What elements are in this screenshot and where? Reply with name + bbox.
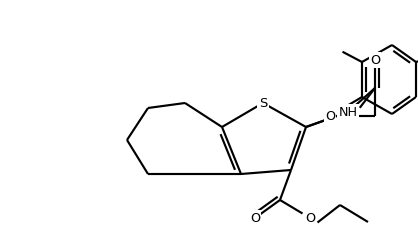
- Text: O: O: [325, 109, 335, 123]
- Text: NH: NH: [339, 105, 357, 118]
- Text: O: O: [250, 211, 260, 224]
- Text: S: S: [259, 96, 267, 109]
- Text: O: O: [305, 211, 315, 224]
- Text: O: O: [370, 54, 380, 67]
